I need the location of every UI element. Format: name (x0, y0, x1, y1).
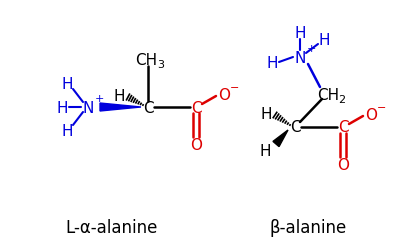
Text: O: O (190, 137, 202, 152)
Text: O: O (365, 107, 377, 122)
Text: C: C (338, 120, 348, 135)
Text: N: N (294, 50, 306, 65)
Text: +: + (306, 44, 316, 54)
Text: H: H (266, 55, 278, 70)
Text: H: H (294, 25, 306, 40)
Text: H: H (113, 88, 125, 103)
Text: H: H (260, 106, 272, 121)
Text: −: − (377, 103, 387, 113)
Text: +: + (94, 94, 104, 104)
Text: N: N (82, 100, 94, 115)
Text: C: C (143, 100, 153, 115)
Text: H: H (61, 76, 73, 91)
Text: C: C (191, 100, 201, 115)
Polygon shape (100, 104, 141, 112)
Text: O: O (337, 157, 349, 172)
Text: C: C (290, 120, 300, 135)
Text: H: H (318, 32, 330, 47)
Text: 2: 2 (338, 94, 346, 105)
Text: L-α-alanine: L-α-alanine (66, 218, 158, 236)
Text: H: H (61, 124, 73, 139)
Text: β-alanine: β-alanine (269, 218, 347, 236)
Text: 3: 3 (158, 60, 164, 70)
Text: −: − (230, 83, 240, 93)
Text: CH: CH (317, 87, 339, 102)
Text: H: H (259, 144, 271, 159)
Text: O: O (218, 87, 230, 102)
Polygon shape (273, 131, 288, 147)
Text: CH: CH (135, 52, 157, 67)
Text: H: H (56, 100, 68, 115)
